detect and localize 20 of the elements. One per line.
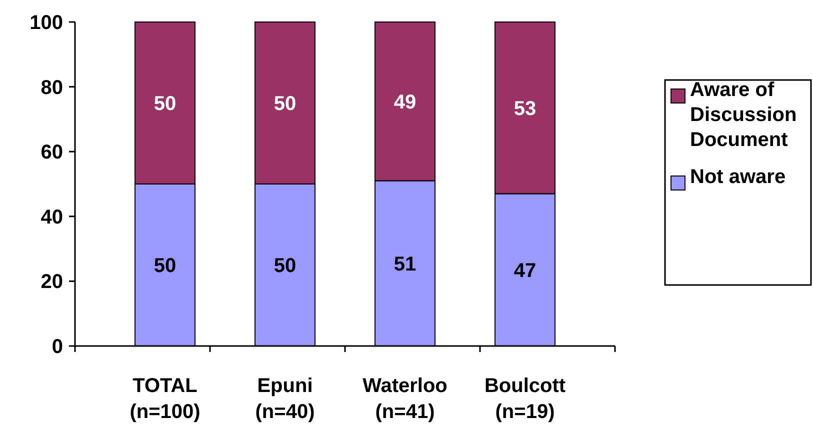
y-tick-label: 60 (40, 142, 63, 164)
legend-label: Not aware (690, 166, 786, 188)
data-label: 51 (394, 253, 416, 276)
x-tick-label: Epuni (n=40) (255, 375, 315, 423)
data-label: 50 (274, 255, 296, 277)
x-tick-label: Boulcott (n=19) (484, 375, 566, 423)
data-label: 53 (514, 98, 536, 120)
x-tick-label: Waterloo (n=41) (362, 375, 448, 423)
data-label: 50 (154, 93, 176, 115)
y-tick-label: 20 (40, 271, 63, 294)
data-label: 47 (514, 260, 536, 282)
data-label: 50 (274, 93, 296, 115)
y-tick-label: 0 (52, 336, 63, 358)
data-label: 49 (394, 91, 416, 114)
y-tick-label: 40 (40, 206, 63, 228)
y-tick-label: 100 (30, 12, 63, 34)
data-label: 50 (154, 255, 176, 277)
y-tick-label: 80 (40, 76, 63, 99)
x-tick-label: TOTAL (n=100) (130, 375, 200, 423)
legend-label: Aware of Discussion Document (690, 79, 797, 151)
